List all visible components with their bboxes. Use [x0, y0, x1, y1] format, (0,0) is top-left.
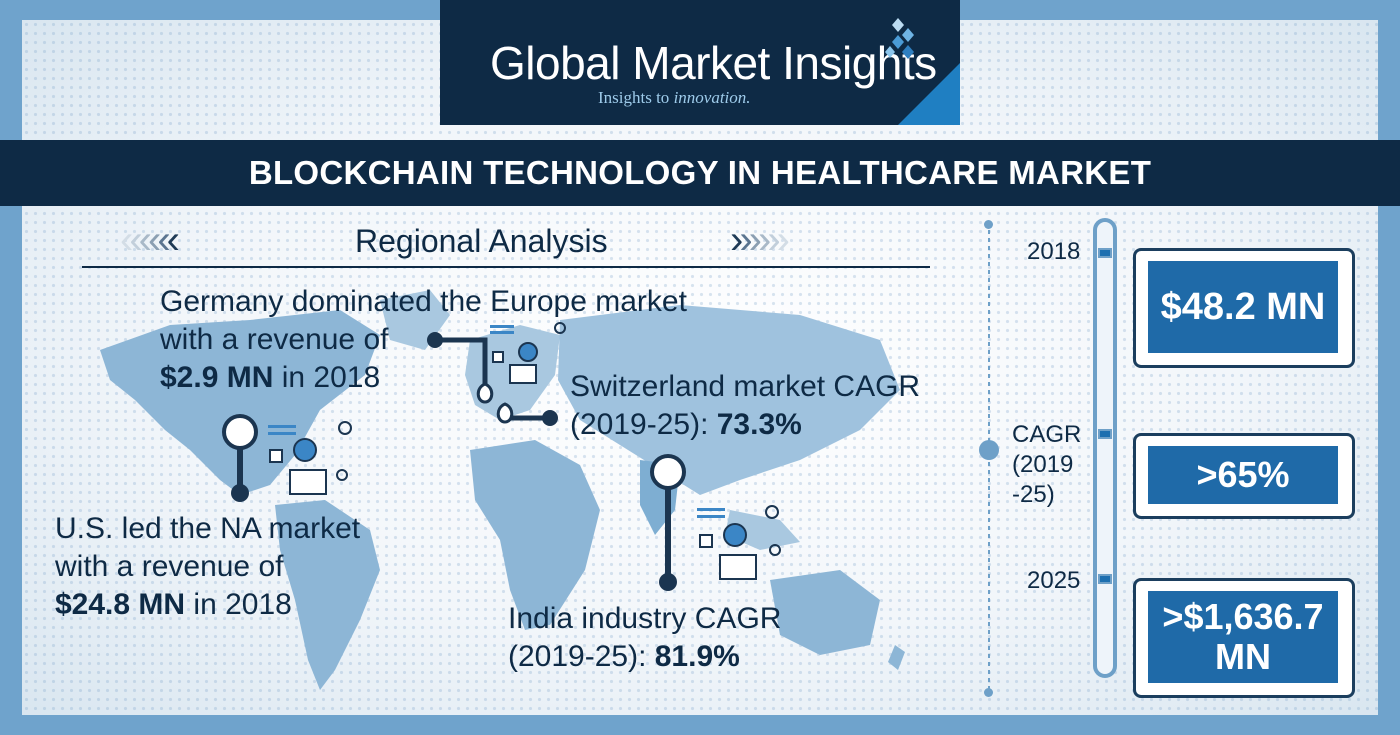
year-2025-label: 2025	[1027, 567, 1081, 594]
tube-marker-2018	[1098, 248, 1112, 258]
africa-shape	[470, 440, 600, 630]
us-value: $24.8 MN	[55, 588, 186, 621]
us-callout: U.S. led the NA market with a revenue of…	[55, 510, 360, 624]
germany-connector	[435, 337, 488, 398]
us-line1: U.S. led the NA market	[55, 512, 361, 545]
us-suffix: in 2018	[185, 588, 292, 621]
tagline-italic: innovation.	[673, 88, 751, 107]
india-line1: India industry CAGR	[508, 602, 782, 635]
new-zealand-shape	[888, 645, 905, 670]
switzerland-callout: Switzerland market CAGR (2019-25): 73.3%	[570, 368, 920, 444]
germany-connector-dot	[427, 332, 443, 348]
logo-corner-accent	[898, 63, 960, 125]
year-2018-label: 2018	[1027, 238, 1081, 265]
value-cagr: >65%	[1148, 446, 1338, 504]
chevrons-right-icon: ››››››	[730, 218, 790, 262]
us-line2: with a revenue of	[55, 550, 284, 583]
logo-diamonds-icon	[885, 18, 914, 59]
value-2018: $48.2 MN	[1148, 261, 1338, 353]
india-pin-icon	[650, 454, 686, 591]
india-prefix: (2019-25):	[508, 640, 655, 673]
world-map-illustration	[100, 290, 905, 690]
value-2025-callout: >$1,636.7 MN	[1133, 578, 1355, 698]
value-2025: >$1,636.7 MN	[1148, 591, 1338, 683]
tech-cluster-europe-icon	[490, 322, 566, 384]
tagline-prefix: Insights to	[598, 88, 674, 107]
us-line3: $24.8 MN in 2018	[55, 586, 360, 624]
heading-divider	[82, 266, 930, 268]
switzerland-prefix: (2019-25):	[570, 408, 717, 441]
india-value: 81.9%	[654, 640, 740, 673]
tech-cluster-us-icon	[268, 421, 352, 495]
tech-cluster-asia-icon	[697, 505, 781, 580]
cagr-period-label: CAGR (2019 -25)	[1012, 421, 1082, 508]
value-cagr-callout: >65%	[1133, 433, 1355, 519]
switzerland-pin-icon	[496, 402, 514, 424]
india-callout: India industry CAGR (2019-25): 81.9%	[508, 600, 781, 676]
tube-marker-2025	[1098, 574, 1112, 584]
switzerland-connector-dot	[542, 410, 558, 426]
timeline-mid-dot	[979, 440, 999, 460]
logo-block: Global Market Insights Insights to innov…	[440, 0, 960, 125]
timeline-bottom-dot	[984, 688, 993, 697]
germany-pin-icon	[476, 382, 494, 404]
switzerland-value: 73.3%	[716, 408, 802, 441]
germany-callout: Germany dominated the Europe market with…	[160, 283, 687, 397]
germany-line1: Germany dominated the Europe market	[160, 285, 687, 318]
logo-tagline: Insights to innovation.	[598, 88, 751, 108]
asia-shape	[558, 305, 900, 495]
us-pin-icon	[222, 414, 258, 502]
page-title: BLOCKCHAIN TECHNOLOGY IN HEALTHCARE MARK…	[248, 154, 1152, 191]
india-line2: (2019-25): 81.9%	[508, 638, 781, 676]
tube-marker-cagr	[1098, 429, 1112, 439]
germany-suffix: in 2018	[273, 361, 381, 394]
regional-analysis-heading: Regional Analysis	[355, 223, 608, 259]
timeline-top-dot	[984, 220, 993, 229]
south-america-shape	[275, 500, 380, 690]
switzerland-line1: Switzerland market CAGR	[570, 370, 921, 403]
australia-shape	[770, 570, 880, 655]
germany-line2: with a revenue of	[160, 323, 389, 356]
north-america-shape	[100, 310, 380, 495]
value-2018-callout: $48.2 MN	[1133, 248, 1355, 368]
germany-line3: $2.9 MN in 2018	[160, 359, 687, 397]
switzerland-line2: (2019-25): 73.3%	[570, 406, 920, 444]
logo-name: Global Market Insights	[490, 37, 937, 89]
title-bar: BLOCKCHAIN TECHNOLOGY IN HEALTHCARE MARK…	[0, 140, 1400, 206]
timeline-tube	[1093, 218, 1117, 678]
germany-value: $2.9 MN	[160, 361, 274, 394]
chevrons-left-icon: ‹‹‹‹‹‹	[120, 218, 180, 262]
